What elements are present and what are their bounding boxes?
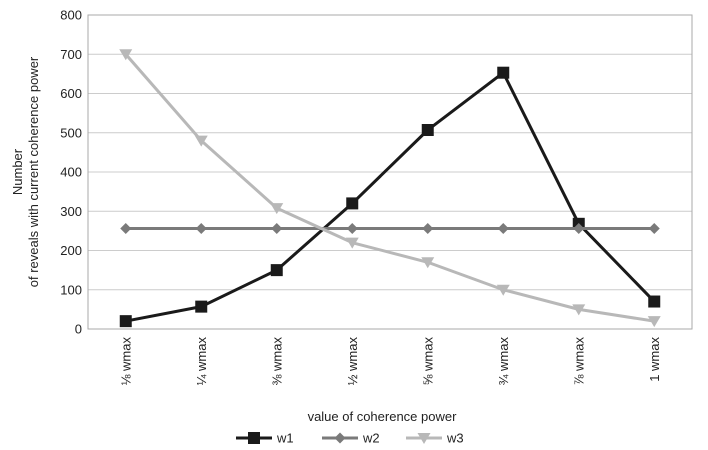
- data-point-w3: [421, 257, 435, 269]
- x-tick-label: ⅝ wmax: [420, 337, 435, 386]
- data-point-w1: [270, 264, 283, 277]
- data-point-w2: [346, 223, 358, 235]
- series-lines: [119, 49, 661, 328]
- y-tick-labels: 0 100 200 300 400 500 600 700 800: [60, 8, 82, 337]
- data-point-w1: [648, 295, 661, 308]
- x-tick-label: ⅜ wmax: [269, 337, 284, 386]
- legend: w1 w2 w3: [236, 431, 464, 446]
- data-point-w2: [271, 223, 283, 235]
- data-point-w1: [421, 124, 434, 137]
- series-line-w3: [124, 53, 655, 323]
- data-point-w1: [346, 197, 359, 210]
- legend-marker-w1: [248, 432, 260, 444]
- x-tick-label: ¾ wmax: [496, 337, 511, 386]
- series-w2: [120, 223, 660, 235]
- data-point-w3: [194, 135, 208, 147]
- grid-lines: [88, 14, 692, 330]
- data-point-w2: [497, 223, 509, 235]
- data-point-w1: [497, 66, 510, 79]
- data-point-w3: [647, 316, 661, 328]
- series-w3: [119, 49, 661, 328]
- legend-entry-w1: w1: [236, 431, 294, 446]
- x-tick-label: ¼ wmax: [194, 337, 209, 386]
- y-tick-label: 500: [60, 125, 82, 140]
- data-point-w3: [345, 237, 359, 249]
- data-point-w2: [648, 223, 660, 235]
- y-tick-label: 400: [60, 165, 82, 180]
- y-axis-title-line-1: Number: [10, 148, 25, 195]
- y-tick-label: 600: [60, 86, 82, 101]
- x-tick-label: ½ wmax: [345, 337, 360, 386]
- data-point-w3: [572, 304, 586, 316]
- plot-area-border: [87, 14, 693, 330]
- x-tick-labels: ⅛ wmax ¼ wmax ⅜ wmax ½ wmax ⅝ wmax ¾ wmax ⅞ wm…: [118, 337, 662, 386]
- x-tick-label: ⅛ wmax: [118, 337, 133, 386]
- data-point-w3: [119, 49, 133, 61]
- data-point-w2: [422, 223, 434, 235]
- x-tick-label: ⅞ wmax: [571, 337, 586, 386]
- series-w1: [119, 66, 661, 328]
- legend-label-w2: w2: [362, 431, 380, 446]
- y-tick-label: 300: [60, 204, 82, 219]
- legend-entry-w3: w3: [406, 431, 464, 446]
- y-tick-label: 100: [60, 282, 82, 297]
- data-point-w1: [195, 300, 208, 313]
- y-tick-label: 200: [60, 243, 82, 258]
- x-axis-title: value of coherence power: [308, 409, 458, 424]
- y-tick-label: 0: [75, 322, 82, 337]
- y-tick-label: 700: [60, 47, 82, 62]
- y-tick-label: 800: [60, 8, 82, 23]
- data-point-w1: [119, 315, 132, 328]
- data-point-w3: [496, 284, 510, 296]
- data-point-w2: [120, 223, 132, 235]
- y-axis-title-line-2: of reveals with current coherence power: [26, 56, 41, 287]
- data-point-w3: [270, 203, 284, 215]
- legend-marker-w2: [334, 432, 346, 444]
- series-line-w1: [125, 71, 656, 323]
- legend-marker-w3: [417, 433, 431, 444]
- legend-label-w1: w1: [276, 431, 294, 446]
- legend-entry-w2: w2: [322, 431, 380, 446]
- x-tick-label: 1 wmax: [647, 337, 662, 382]
- data-point-w2: [573, 223, 585, 235]
- data-point-w2: [195, 223, 207, 235]
- legend-label-w3: w3: [446, 431, 464, 446]
